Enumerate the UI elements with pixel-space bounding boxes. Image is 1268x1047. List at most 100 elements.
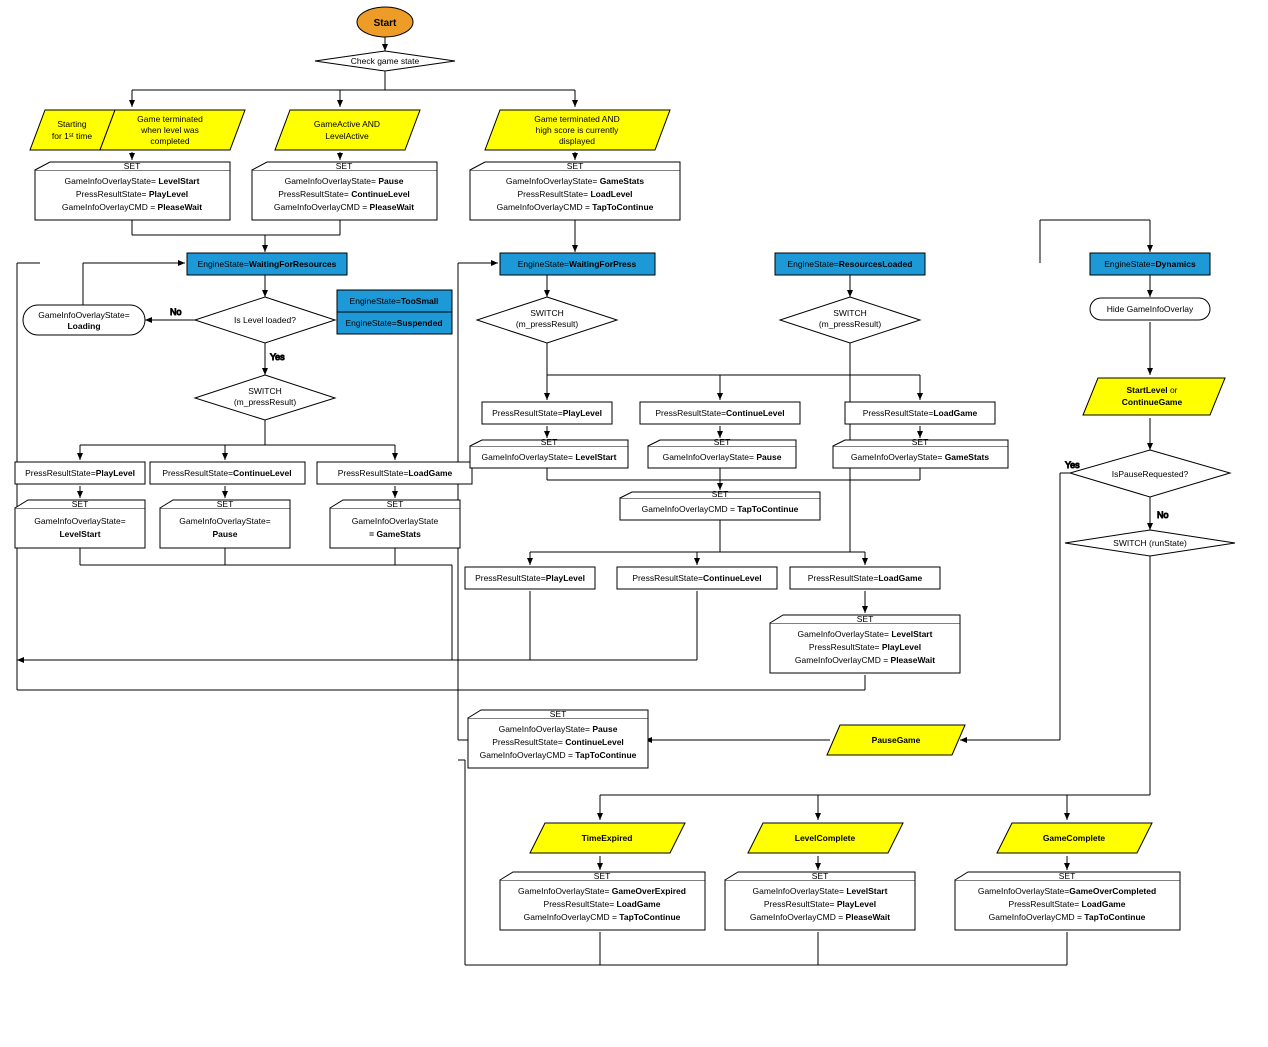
set-2: SET GameInfoOverlayState= Pause PressRes…: [252, 161, 437, 220]
svg-text:GameInfoOverlayState= Pause: GameInfoOverlayState= Pause: [499, 724, 618, 734]
svg-text:Pause: Pause: [212, 529, 237, 539]
set-1: SET GameInfoOverlayState= LevelStart Pre…: [35, 161, 230, 220]
svg-text:GameInfoOverlayCMD = TapToCont: GameInfoOverlayCMD = TapToContinue: [480, 750, 637, 760]
set-load-mid: SET GameInfoOverlayState= GameStats: [833, 437, 1008, 468]
svg-text:GameInfoOverlayState=: GameInfoOverlayState=: [38, 310, 129, 320]
svg-text:PressResultState= ContinueLeve: PressResultState= ContinueLevel: [492, 737, 624, 747]
svg-text:SET: SET: [541, 437, 558, 447]
svg-text:GameComplete: GameComplete: [1043, 833, 1106, 843]
svg-text:GameInfoOverlayState= GameStat: GameInfoOverlayState= GameStats: [506, 176, 644, 186]
set-pause: SET GameInfoOverlayState= Pause PressRes…: [468, 709, 648, 768]
svg-text:IsPauseRequested?: IsPauseRequested?: [1112, 469, 1189, 479]
svg-text:SET: SET: [712, 489, 729, 499]
svg-text:PressResultState=LoadGame: PressResultState=LoadGame: [338, 468, 453, 478]
svg-text:PauseGame: PauseGame: [872, 735, 921, 745]
svg-text:GameInfoOverlayState: GameInfoOverlayState: [352, 516, 439, 526]
svg-text:LevelComplete: LevelComplete: [795, 833, 856, 843]
svg-text:high score is currently: high score is currently: [536, 125, 619, 135]
svg-text:GameInfoOverlayCMD = TapToCont: GameInfoOverlayCMD = TapToContinue: [497, 202, 654, 212]
svg-text:Hide GameInfoOverlay: Hide GameInfoOverlay: [1107, 304, 1194, 314]
set-play-left: SET GameInfoOverlayState= LevelStart: [15, 499, 145, 548]
yes-label-2: Yes: [1065, 460, 1080, 470]
pr-cont-mid: PressResultState=ContinueLevel: [640, 402, 800, 424]
hide-overlay: Hide GameInfoOverlay: [1090, 298, 1210, 320]
svg-text:EngineState=TooSmall: EngineState=TooSmall: [350, 296, 439, 306]
svg-text:PressResultState=LoadGame: PressResultState=LoadGame: [863, 408, 978, 418]
set-3: SET GameInfoOverlayState= GameStats Pres…: [470, 161, 680, 220]
svg-text:GameActive AND: GameActive AND: [314, 119, 380, 129]
svg-text:displayed: displayed: [559, 136, 595, 146]
svg-text:GameInfoOverlayState=GameOverC: GameInfoOverlayState=GameOverCompleted: [978, 886, 1156, 896]
svg-text:PressResultState= PlayLevel: PressResultState= PlayLevel: [809, 642, 921, 652]
pr-cont-left: PressResultState=ContinueLevel: [150, 462, 305, 484]
svg-text:EngineState=WaitingForPress: EngineState=WaitingForPress: [518, 259, 637, 269]
svg-text:GameInfoOverlayState= LevelSta: GameInfoOverlayState= LevelStart: [482, 452, 617, 462]
svg-text:SET: SET: [124, 161, 141, 171]
svg-text:LevelActive: LevelActive: [325, 131, 369, 141]
svg-text:PressResultState= LoadGame: PressResultState= LoadGame: [544, 899, 661, 909]
svg-text:GameInfoOverlayCMD = PleaseWai: GameInfoOverlayCMD = PleaseWait: [750, 912, 890, 922]
svg-text:PressResultState=ContinueLevel: PressResultState=ContinueLevel: [655, 408, 784, 418]
svg-text:GameInfoOverlayCMD = PleaseWai: GameInfoOverlayCMD = PleaseWait: [274, 202, 414, 212]
svg-text:EngineState=Suspended: EngineState=Suspended: [345, 318, 442, 328]
start-level: StartLevel or ContinueGame: [1083, 378, 1225, 415]
svg-text:GameInfoOverlayState= Pause: GameInfoOverlayState= Pause: [663, 452, 782, 462]
set-ls2: SET GameInfoOverlayState= LevelStart Pre…: [770, 614, 960, 673]
svg-text:completed: completed: [150, 136, 189, 146]
svg-text:GameInfoOverlayState= GameOver: GameInfoOverlayState= GameOverExpired: [518, 886, 686, 896]
svg-text:Starting: Starting: [57, 119, 87, 129]
svg-text:EngineState=ResourcesLoaded: EngineState=ResourcesLoaded: [788, 259, 913, 269]
svg-text:ContinueGame: ContinueGame: [1122, 397, 1183, 407]
set-cont-mid: SET GameInfoOverlayState= Pause: [648, 437, 796, 468]
game-complete: GameComplete: [997, 823, 1152, 853]
svg-text:(m_pressResult): (m_pressResult): [234, 397, 297, 407]
svg-text:PressResultState= PlayLevel: PressResultState= PlayLevel: [76, 189, 188, 199]
set-te: SET GameInfoOverlayState= GameOverExpire…: [500, 871, 705, 930]
svg-text:PressResultState=PlayLevel: PressResultState=PlayLevel: [25, 468, 135, 478]
es-waiting-resources: EngineState=WaitingForResources: [187, 253, 347, 275]
svg-text:Game terminated AND: Game terminated AND: [534, 114, 620, 124]
svg-text:PressResultState= LoadGame: PressResultState= LoadGame: [1009, 899, 1126, 909]
svg-text:GameInfoOverlayState= LevelSta: GameInfoOverlayState= LevelStart: [798, 629, 933, 639]
svg-text:SET: SET: [336, 161, 353, 171]
set-load-left: SET GameInfoOverlayState = GameStats: [330, 499, 460, 548]
time-expired: TimeExpired: [530, 823, 685, 853]
svg-text:for 1ˢᵗ time: for 1ˢᵗ time: [52, 131, 92, 141]
set-gc: SET GameInfoOverlayState=GameOverComplet…: [955, 871, 1180, 930]
svg-text:SET: SET: [912, 437, 929, 447]
svg-text:SWITCH: SWITCH: [248, 386, 282, 396]
pr-load-mid: PressResultState=LoadGame: [845, 402, 995, 424]
svg-text:GameInfoOverlayCMD = PleaseWai: GameInfoOverlayCMD = PleaseWait: [62, 202, 202, 212]
svg-text:Check game state: Check game state: [351, 56, 420, 66]
svg-text:PressResultState=PlayLevel: PressResultState=PlayLevel: [475, 573, 585, 583]
loading-box: GameInfoOverlayState= Loading: [23, 305, 145, 335]
svg-text:PressResultState=ContinueLevel: PressResultState=ContinueLevel: [162, 468, 291, 478]
svg-text:(m_pressResult): (m_pressResult): [819, 319, 882, 329]
svg-text:SET: SET: [714, 437, 731, 447]
svg-text:SET: SET: [812, 871, 829, 881]
no-label: No: [170, 307, 182, 317]
svg-text:GameInfoOverlayState= Pause: GameInfoOverlayState= Pause: [285, 176, 404, 186]
svg-text:SET: SET: [387, 499, 404, 509]
svg-text:Game terminated: Game terminated: [137, 114, 203, 124]
pr-cont-2: PressResultState=ContinueLevel: [617, 567, 777, 589]
svg-text:SET: SET: [217, 499, 234, 509]
svg-text:SWITCH: SWITCH: [833, 308, 867, 318]
svg-text:Loading: Loading: [67, 321, 100, 331]
svg-text:(m_pressResult): (m_pressResult): [516, 319, 579, 329]
es-suspended: EngineState=Suspended: [337, 312, 452, 334]
svg-text:PressResultState= PlayLevel: PressResultState= PlayLevel: [764, 899, 876, 909]
svg-text:= GameStats: = GameStats: [369, 529, 421, 539]
svg-text:LevelStart: LevelStart: [59, 529, 100, 539]
svg-text:PressResultState= LoadLevel: PressResultState= LoadLevel: [517, 189, 632, 199]
yes-label: Yes: [270, 352, 285, 362]
svg-text:GameInfoOverlayCMD = PleaseWai: GameInfoOverlayCMD = PleaseWait: [795, 655, 935, 665]
cond-starting-first-time: Starting for 1ˢᵗ time Game terminated wh…: [30, 110, 245, 150]
svg-text:GameInfoOverlayState= LevelSta: GameInfoOverlayState= LevelStart: [753, 886, 888, 896]
pr-play-left: PressResultState=PlayLevel: [15, 462, 145, 484]
svg-text:SWITCH (runState): SWITCH (runState): [1113, 538, 1187, 548]
no-label-2: No: [1157, 510, 1169, 520]
cond-terminated-highscore: Game terminated AND high score is curren…: [485, 110, 670, 150]
set-cont-left: SET GameInfoOverlayState= Pause: [160, 499, 290, 548]
svg-text:SET: SET: [567, 161, 584, 171]
